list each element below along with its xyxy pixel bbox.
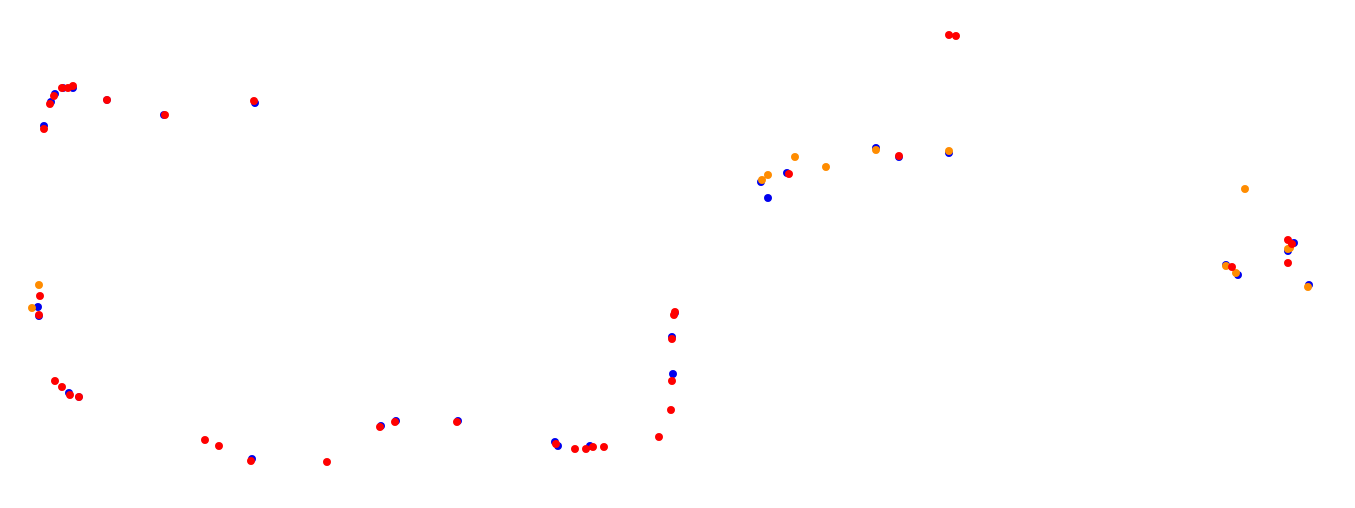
point (668, 377, 676, 385)
point (872, 146, 880, 154)
point (46, 100, 54, 108)
point (201, 436, 209, 444)
point (671, 308, 679, 316)
point (323, 458, 331, 466)
point (669, 370, 677, 378)
point (1284, 259, 1292, 267)
point (66, 391, 74, 399)
point (1222, 262, 1230, 270)
point (250, 97, 258, 105)
point (247, 457, 255, 465)
point (215, 442, 223, 450)
point (582, 445, 590, 453)
point (668, 335, 676, 343)
point (36, 292, 44, 300)
point (50, 92, 58, 100)
point (667, 406, 675, 414)
point (785, 170, 793, 178)
point (453, 418, 461, 426)
point (35, 311, 43, 319)
point (35, 281, 43, 289)
point (1232, 269, 1240, 277)
point (58, 383, 66, 391)
point (69, 82, 77, 90)
point (764, 194, 772, 202)
point (764, 171, 772, 179)
point (40, 125, 48, 133)
point (1241, 185, 1249, 193)
point (75, 393, 83, 401)
point (161, 111, 169, 119)
point (758, 176, 766, 184)
point (791, 153, 799, 161)
point (552, 440, 560, 448)
point (571, 445, 579, 453)
point (1304, 283, 1312, 291)
point (822, 163, 830, 171)
point (895, 152, 903, 160)
point (600, 443, 608, 451)
point (103, 96, 111, 104)
point (589, 443, 597, 451)
point (945, 147, 953, 155)
point (34, 303, 42, 311)
point (28, 304, 36, 312)
point (1288, 240, 1296, 248)
point (391, 418, 399, 426)
point (655, 433, 663, 441)
point (952, 32, 960, 40)
point (51, 377, 59, 385)
point (58, 84, 66, 92)
point (1228, 263, 1236, 271)
point (945, 31, 953, 39)
point (376, 423, 384, 431)
